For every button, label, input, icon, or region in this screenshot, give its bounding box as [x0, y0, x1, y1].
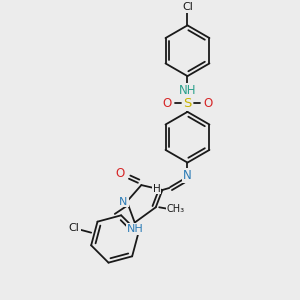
Text: Cl: Cl — [182, 2, 193, 13]
Text: NH: NH — [179, 84, 196, 97]
Text: O: O — [203, 97, 212, 110]
Text: O: O — [163, 97, 172, 110]
Text: Cl: Cl — [69, 223, 80, 233]
Text: N: N — [183, 169, 192, 182]
Text: H: H — [153, 184, 160, 194]
Text: N: N — [119, 196, 128, 206]
Text: S: S — [183, 97, 192, 110]
Text: NH: NH — [127, 224, 144, 234]
Text: CH₃: CH₃ — [167, 204, 185, 214]
Text: O: O — [116, 167, 125, 180]
